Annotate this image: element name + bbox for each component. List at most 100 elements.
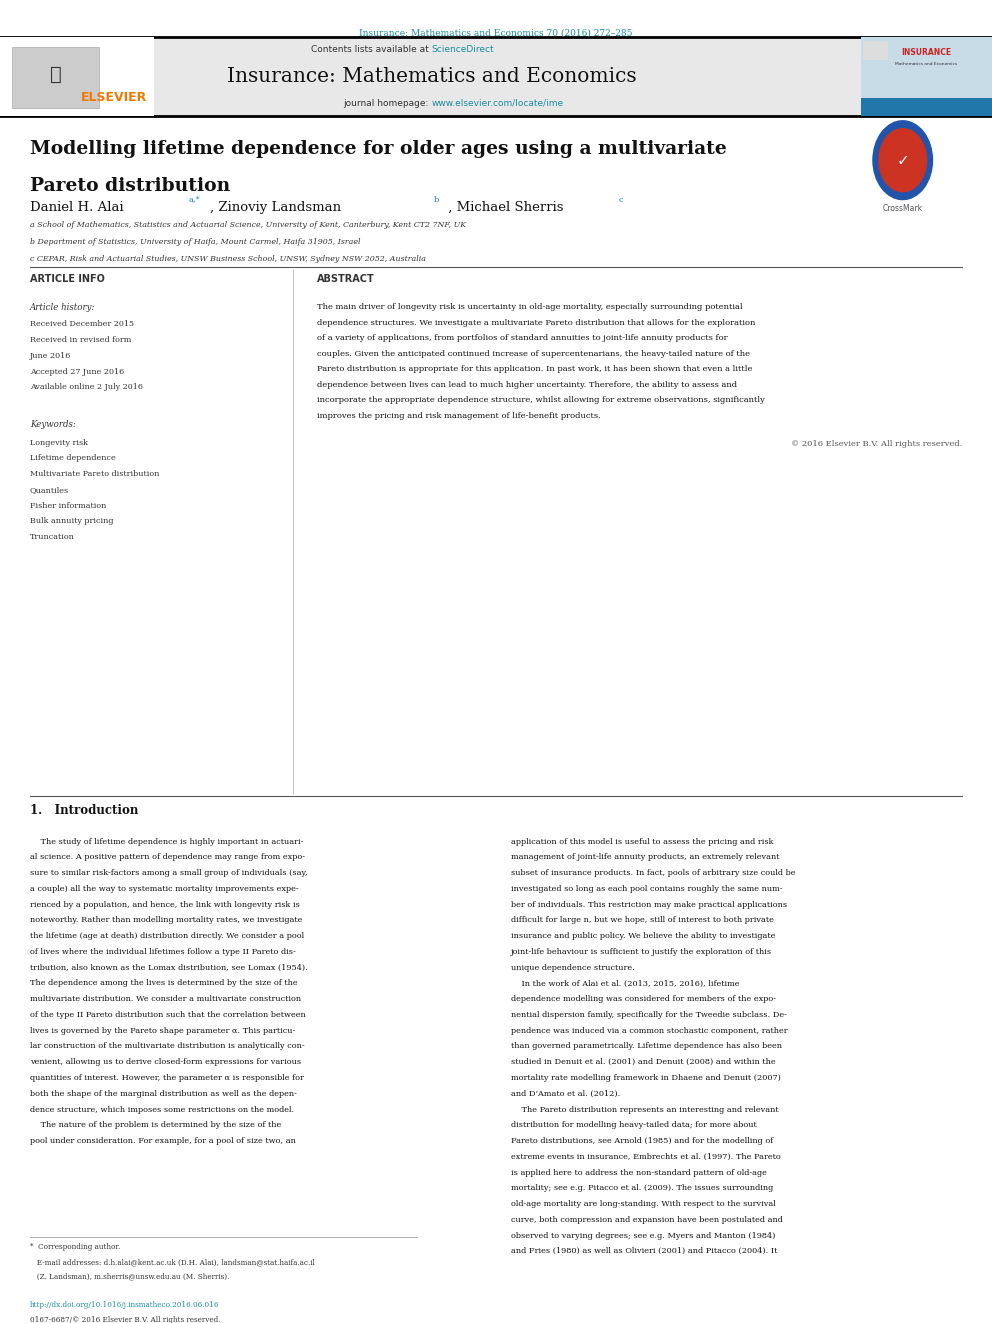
Text: both the shape of the marginal distribution as well as the depen-: both the shape of the marginal distribut… (30, 1090, 297, 1098)
Text: b: b (434, 196, 438, 204)
Text: *  Corresponding author.: * Corresponding author. (30, 1244, 120, 1252)
Text: improves the pricing and risk management of life-benefit products.: improves the pricing and risk management… (317, 411, 601, 419)
Text: old-age mortality are long-standing. With respect to the survival: old-age mortality are long-standing. Wit… (511, 1200, 776, 1208)
Text: The dependence among the lives is determined by the size of the: The dependence among the lives is determ… (30, 979, 298, 987)
Text: sure to similar risk-factors among a small group of individuals (say,: sure to similar risk-factors among a sma… (30, 869, 308, 877)
Text: The Pareto distribution represents an interesting and relevant: The Pareto distribution represents an in… (511, 1106, 779, 1114)
Text: In the work of Alai et al. (2013, 2015, 2016), lifetime: In the work of Alai et al. (2013, 2015, … (511, 979, 739, 987)
Text: 🌲: 🌲 (50, 65, 62, 85)
Text: Modelling lifetime dependence for older ages using a multivariate: Modelling lifetime dependence for older … (30, 140, 726, 159)
Text: is applied here to address the non-standard pattern of old-age: is applied here to address the non-stand… (511, 1168, 767, 1176)
Text: c: c (619, 196, 624, 204)
Text: tribution, also known as the Lomax distribution, see Lomax (1954).: tribution, also known as the Lomax distr… (30, 963, 308, 971)
Text: INSURANCE: INSURANCE (902, 48, 951, 57)
Text: , Zinoviy Landsman: , Zinoviy Landsman (210, 201, 341, 214)
Text: pool under consideration. For example, for a pool of size two, an: pool under consideration. For example, f… (30, 1136, 296, 1144)
Text: http://dx.doi.org/10.1016/j.insmatheco.2016.06.016: http://dx.doi.org/10.1016/j.insmatheco.2… (30, 1301, 219, 1310)
Text: journal homepage:: journal homepage: (343, 99, 432, 107)
Text: dependence between lives can lead to much higher uncertainty. Therefore, the abi: dependence between lives can lead to muc… (317, 381, 738, 389)
Text: insurance and public policy. We believe the ability to investigate: insurance and public policy. We believe … (511, 933, 776, 941)
FancyBboxPatch shape (12, 48, 99, 107)
Text: Accepted 27 June 2016: Accepted 27 June 2016 (30, 368, 124, 376)
Text: than governed parametrically. Lifetime dependence has also been: than governed parametrically. Lifetime d… (511, 1043, 782, 1050)
Text: venient, allowing us to derive closed-form expressions for various: venient, allowing us to derive closed-fo… (30, 1058, 301, 1066)
Text: quantities of interest. However, the parameter α is responsible for: quantities of interest. However, the par… (30, 1074, 304, 1082)
Circle shape (879, 128, 927, 192)
Text: management of joint-life annuity products, an extremely relevant: management of joint-life annuity product… (511, 853, 780, 861)
Text: and D’Amato et al. (2012).: and D’Amato et al. (2012). (511, 1090, 620, 1098)
Text: ABSTRACT: ABSTRACT (317, 274, 375, 284)
Text: ✓: ✓ (897, 152, 909, 168)
Text: ber of individuals. This restriction may make practical applications: ber of individuals. This restriction may… (511, 901, 787, 909)
Text: rienced by a population, and hence, the link with longevity risk is: rienced by a population, and hence, the … (30, 901, 300, 909)
Text: a School of Mathematics, Statistics and Actuarial Science, University of Kent, C: a School of Mathematics, Statistics and … (30, 221, 466, 229)
Text: Lifetime dependence: Lifetime dependence (30, 454, 115, 462)
Text: Available online 2 July 2016: Available online 2 July 2016 (30, 384, 143, 392)
Text: dence structure, which imposes some restrictions on the model.: dence structure, which imposes some rest… (30, 1106, 294, 1114)
Text: 1.   Introduction: 1. Introduction (30, 803, 138, 816)
FancyBboxPatch shape (0, 37, 154, 115)
Text: June 2016: June 2016 (30, 352, 71, 360)
Text: couples. Given the anticipated continued increase of supercentenarians, the heav: couples. Given the anticipated continued… (317, 349, 750, 357)
Text: Pareto distributions, see Arnold (1985) and for the modelling of: Pareto distributions, see Arnold (1985) … (511, 1136, 773, 1144)
Text: multivariate distribution. We consider a multivariate construction: multivariate distribution. We consider a… (30, 995, 301, 1003)
Text: a,*: a,* (188, 196, 200, 204)
Text: Insurance: Mathematics and Economics 70 (2016) 272–285: Insurance: Mathematics and Economics 70 … (359, 29, 633, 38)
Text: The nature of the problem is determined by the size of the: The nature of the problem is determined … (30, 1122, 281, 1130)
FancyBboxPatch shape (0, 37, 992, 115)
Text: nential dispersion family, specifically for the Tweedie subclass. De-: nential dispersion family, specifically … (511, 1011, 787, 1019)
Text: mortality; see e.g. Pitacco et al. (2009). The issues surrounding: mortality; see e.g. Pitacco et al. (2009… (511, 1184, 773, 1192)
Text: mortality rate modelling framework in Dhaene and Denuit (2007): mortality rate modelling framework in Dh… (511, 1074, 781, 1082)
Text: (Z. Landsman), m.sherris@unsw.edu.au (M. Sherris).: (Z. Landsman), m.sherris@unsw.edu.au (M.… (30, 1273, 229, 1281)
Text: ScienceDirect: ScienceDirect (432, 45, 494, 54)
Text: Received December 2015: Received December 2015 (30, 320, 134, 328)
Text: the lifetime (age at death) distribution directly. We consider a pool: the lifetime (age at death) distribution… (30, 933, 304, 941)
Text: and Fries (1980) as well as Olivieri (2001) and Pitacco (2004). It: and Fries (1980) as well as Olivieri (20… (511, 1248, 778, 1256)
Text: of a variety of applications, from portfolios of standard annuities to joint-lif: of a variety of applications, from portf… (317, 335, 728, 343)
Text: CrossMark: CrossMark (883, 204, 923, 213)
FancyBboxPatch shape (861, 98, 992, 115)
Text: al science. A positive pattern of dependence may range from expo-: al science. A positive pattern of depend… (30, 853, 305, 861)
Text: Pareto distribution is appropriate for this application. In past work, it has be: Pareto distribution is appropriate for t… (317, 365, 753, 373)
Text: subset of insurance products. In fact, pools of arbitrary size could be: subset of insurance products. In fact, p… (511, 869, 796, 877)
Text: dependence structures. We investigate a multivariate Pareto distribution that al: dependence structures. We investigate a … (317, 319, 756, 327)
Text: investigated so long as each pool contains roughly the same num-: investigated so long as each pool contai… (511, 885, 783, 893)
Text: Bulk annuity pricing: Bulk annuity pricing (30, 517, 113, 525)
Text: extreme events in insurance, Embrechts et al. (1997). The Pareto: extreme events in insurance, Embrechts e… (511, 1152, 781, 1160)
Text: dependence modelling was considered for members of the expo-: dependence modelling was considered for … (511, 995, 776, 1003)
Text: Multivariate Pareto distribution: Multivariate Pareto distribution (30, 470, 159, 478)
Text: c CEPAR, Risk and Actuarial Studies, UNSW Business School, UNSW, Sydney NSW 2052: c CEPAR, Risk and Actuarial Studies, UNS… (30, 255, 426, 263)
Text: Fisher information: Fisher information (30, 501, 106, 509)
Text: b Department of Statistics, University of Haifa, Mount Carmel, Haifa 31905, Isra: b Department of Statistics, University o… (30, 238, 360, 246)
Text: Insurance: Mathematics and Economics: Insurance: Mathematics and Economics (227, 66, 636, 86)
Text: incorporate the appropriate dependence structure, whilst allowing for extreme ob: incorporate the appropriate dependence s… (317, 397, 765, 405)
Text: E-mail addresses: d.h.alai@kent.ac.uk (D.H. Alai), landsman@stat.haifa.ac.il: E-mail addresses: d.h.alai@kent.ac.uk (D… (30, 1258, 314, 1266)
Text: lar construction of the multivariate distribution is analytically con-: lar construction of the multivariate dis… (30, 1043, 305, 1050)
Text: Longevity risk: Longevity risk (30, 438, 87, 447)
Text: noteworthy. Rather than modelling mortality rates, we investigate: noteworthy. Rather than modelling mortal… (30, 917, 303, 925)
Text: Mathematics and Economics: Mathematics and Economics (896, 62, 957, 66)
FancyBboxPatch shape (861, 37, 992, 115)
FancyBboxPatch shape (863, 41, 888, 61)
Text: pendence was induced via a common stochastic component, rather: pendence was induced via a common stocha… (511, 1027, 788, 1035)
Text: distribution for modelling heavy-tailed data; for more about: distribution for modelling heavy-tailed … (511, 1122, 757, 1130)
Text: of lives where the individual lifetimes follow a type II Pareto dis-: of lives where the individual lifetimes … (30, 949, 296, 957)
Text: joint-life behaviour is sufficient to justify the exploration of this: joint-life behaviour is sufficient to ju… (511, 949, 772, 957)
Text: The main driver of longevity risk is uncertainty in old-age mortality, especiall: The main driver of longevity risk is unc… (317, 303, 743, 311)
Text: Keywords:: Keywords: (30, 421, 75, 429)
Text: ARTICLE INFO: ARTICLE INFO (30, 274, 104, 284)
Text: Truncation: Truncation (30, 533, 74, 541)
Text: 0167-6687/© 2016 Elsevier B.V. All rights reserved.: 0167-6687/© 2016 Elsevier B.V. All right… (30, 1315, 220, 1323)
Text: Daniel H. Alai: Daniel H. Alai (30, 201, 123, 214)
Text: curve, both compression and expansion have been postulated and: curve, both compression and expansion ha… (511, 1216, 783, 1224)
Circle shape (873, 120, 932, 200)
Text: application of this model is useful to assess the pricing and risk: application of this model is useful to a… (511, 837, 774, 845)
Text: studied in Denuit et al. (2001) and Denuit (2008) and within the: studied in Denuit et al. (2001) and Denu… (511, 1058, 776, 1066)
Text: unique dependence structure.: unique dependence structure. (511, 963, 635, 971)
Text: www.elsevier.com/locate/ime: www.elsevier.com/locate/ime (432, 99, 563, 107)
Text: Contents lists available at: Contents lists available at (310, 45, 432, 54)
Text: difficult for large n, but we hope, still of interest to both private: difficult for large n, but we hope, stil… (511, 917, 774, 925)
Text: , Michael Sherris: , Michael Sherris (444, 201, 563, 214)
Text: Quantiles: Quantiles (30, 486, 68, 493)
Text: of the type II Pareto distribution such that the correlation between: of the type II Pareto distribution such … (30, 1011, 306, 1019)
